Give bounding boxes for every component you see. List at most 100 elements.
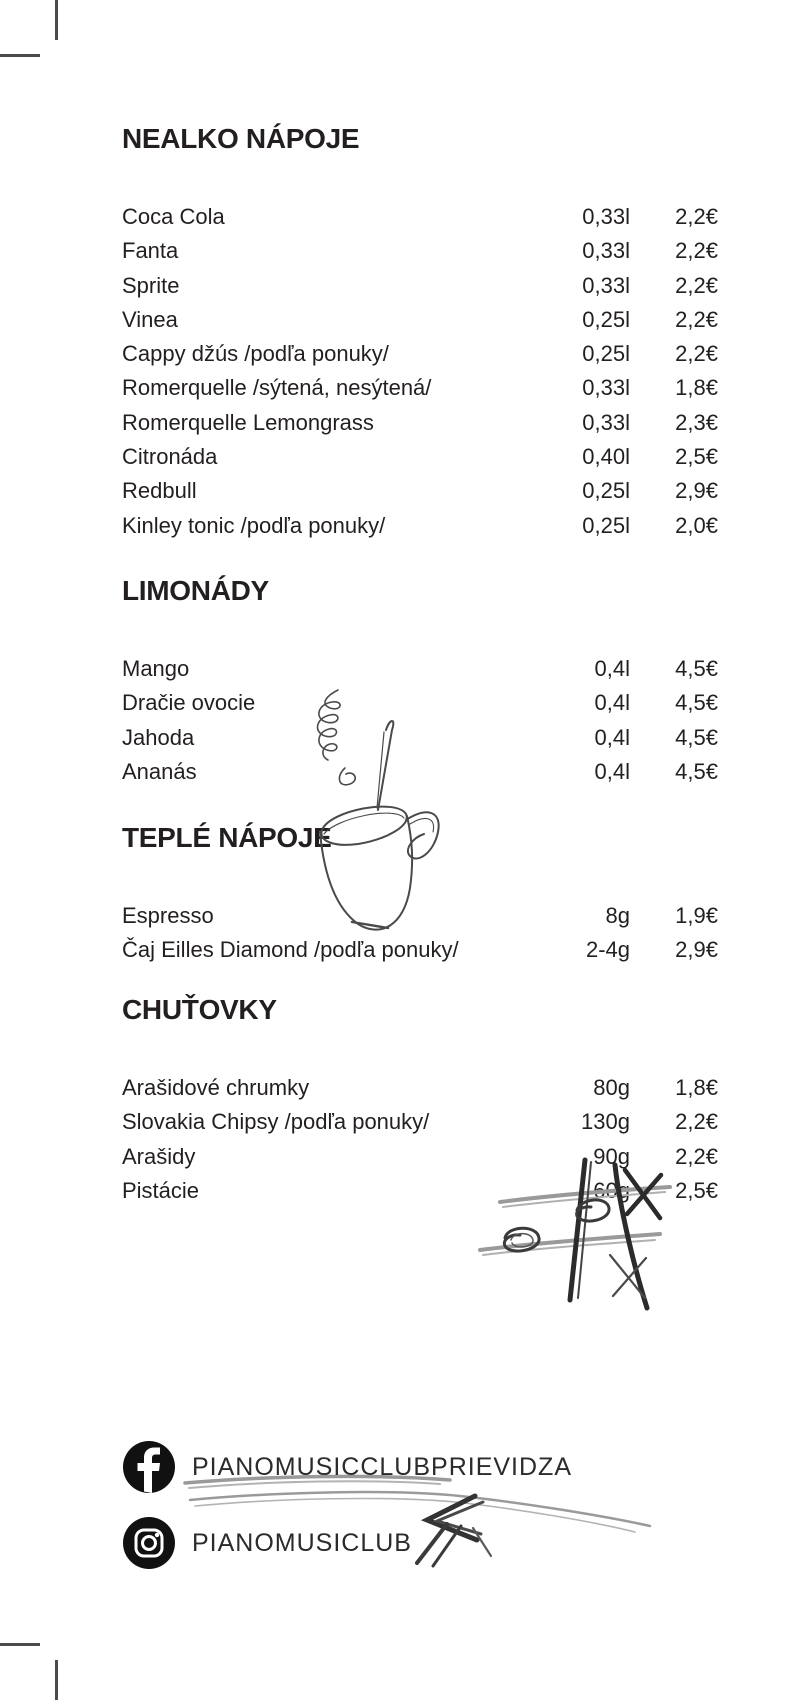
section-chutovky: CHUŤOVKY Arašidové chrumky 80g 1,8€ Slov…	[122, 991, 718, 1208]
menu-item-row: Fanta 0,33l 2,2€	[122, 234, 718, 268]
item-size: 0,4l	[594, 724, 630, 750]
item-price: 1,8€	[675, 375, 718, 401]
section-rows: Arašidové chrumky 80g 1,8€ Slovakia Chip…	[122, 1071, 718, 1208]
section-teple-napoje: TEPLÉ NÁPOJE Espresso 8g 1,9€ Čaj Eilles…	[122, 819, 718, 968]
section-title: LIMONÁDY	[122, 575, 269, 606]
section-title: NEALKO NÁPOJE	[122, 123, 360, 154]
item-size: 0,4l	[594, 690, 630, 716]
menu-item-row: Redbull 0,25l 2,9€	[122, 474, 718, 508]
item-name: Cappy džús /podľa ponuky/	[122, 341, 389, 367]
crop-mark-bottom-left-vertical	[55, 1660, 58, 1700]
facebook-row: PIANOMUSICCLUBPRIEVIDZA	[122, 1440, 572, 1494]
menu-item-row: Citronáda 0,40l 2,5€	[122, 440, 718, 474]
item-name: Citronáda	[122, 444, 218, 470]
item-price: 2,2€	[675, 204, 718, 229]
item-price: 1,8€	[675, 1075, 718, 1100]
item-price: 1,9€	[675, 903, 718, 928]
item-price: 2,2€	[675, 238, 718, 264]
item-size: 0,25l	[582, 512, 630, 538]
section-title: CHUŤOVKY	[122, 994, 277, 1025]
item-size: 0,25l	[582, 478, 630, 504]
item-size: 0,33l	[582, 204, 630, 229]
item-size: 0,33l	[582, 375, 630, 401]
facebook-handle: PIANOMUSICCLUBPRIEVIDZA	[192, 1452, 573, 1481]
item-size: 0,25l	[582, 341, 630, 367]
item-price: 2,2€	[675, 272, 718, 298]
section-rows: Coca Cola 0,33l 2,2€ Fanta 0,33l 2,2€ Sp…	[122, 200, 718, 543]
item-price: 4,5€	[675, 656, 718, 681]
item-name: Coca Cola	[122, 204, 225, 229]
item-name: Pistácie	[122, 1177, 200, 1203]
item-price: 2,2€	[675, 1109, 718, 1135]
item-name: Sprite	[122, 272, 180, 298]
item-name: Redbull	[122, 478, 197, 504]
item-price: 2,5€	[675, 1177, 718, 1203]
item-name: Ananás	[122, 758, 197, 784]
menu-item-row: Cappy džús /podľa ponuky/ 0,25l 2,2€	[122, 337, 718, 371]
item-price: 4,5€	[675, 724, 718, 750]
crop-mark-top-left-horizontal	[0, 54, 40, 57]
item-name: Dračie ovocie	[122, 690, 256, 716]
item-name: Espresso	[122, 903, 214, 928]
facebook-icon	[122, 1440, 176, 1494]
instagram-handle: PIANOMUSICLUB	[192, 1528, 412, 1557]
item-price: 2,0€	[675, 512, 718, 538]
crop-mark-top-left-vertical	[55, 0, 58, 40]
item-name: Jahoda	[122, 724, 195, 750]
section-title: TEPLÉ NÁPOJE	[122, 822, 332, 853]
item-name: Romerquelle Lemongrass	[122, 409, 374, 435]
instagram-icon	[122, 1516, 176, 1570]
item-name: Vinea	[122, 306, 178, 332]
item-name: Čaj Eilles Diamond /podľa ponuky/	[122, 937, 459, 963]
item-size: 60g	[593, 1177, 630, 1203]
item-price: 4,5€	[675, 690, 718, 716]
menu-item-row: Kinley tonic /podľa ponuky/ 0,25l 2,0€	[122, 509, 718, 543]
item-size: 0,25l	[582, 306, 630, 332]
item-price: 2,5€	[675, 444, 718, 470]
item-name: Mango	[122, 656, 190, 681]
item-size: 0,33l	[582, 409, 630, 435]
item-price: 4,5€	[675, 758, 718, 784]
instagram-row: PIANOMUSICLUB	[122, 1516, 412, 1570]
item-price: 2,2€	[675, 1143, 718, 1169]
section-limonady: LIMONÁDY Mango 0,4l 4,5€ Dračie ovocie 0…	[122, 572, 718, 789]
menu-item-row: Sprite 0,33l 2,2€	[122, 269, 718, 303]
section-nealko-napoje: NEALKO NÁPOJE Coca Cola 0,33l 2,2€ Fanta…	[122, 120, 718, 543]
menu-item-row: Romerquelle /sýtená, nesýtená/ 0,33l 1,8…	[122, 371, 718, 405]
menu-item-row: Pistácie 60g 2,5€	[122, 1174, 718, 1208]
item-name: Fanta	[122, 238, 179, 264]
item-size: 0,4l	[594, 656, 630, 681]
item-name: Arašidové chrumky	[122, 1075, 310, 1100]
item-price: 2,9€	[675, 478, 718, 504]
section-rows: Espresso 8g 1,9€ Čaj Eilles Diamond /pod…	[122, 899, 718, 968]
item-price: 2,3€	[675, 409, 718, 435]
item-size: 90g	[593, 1143, 630, 1169]
menu-item-row: Vinea 0,25l 2,2€	[122, 303, 718, 337]
menu-item-row: Romerquelle Lemongrass 0,33l 2,3€	[122, 406, 718, 440]
item-size: 0,40l	[582, 444, 630, 470]
menu-item-row: Ananás 0,4l 4,5€	[122, 755, 718, 789]
item-size: 0,33l	[582, 272, 630, 298]
item-size: 0,33l	[582, 238, 630, 264]
item-size: 0,4l	[594, 758, 630, 784]
menu-item-row: Espresso 8g 1,9€	[122, 899, 718, 933]
item-size: 2-4g	[585, 937, 630, 963]
menu-item-row: Dračie ovocie 0,4l 4,5€	[122, 686, 718, 720]
menu-item-row: Coca Cola 0,33l 2,2€	[122, 200, 718, 234]
item-size: 8g	[605, 903, 630, 928]
item-name: Kinley tonic /podľa ponuky/	[122, 512, 386, 538]
item-name: Arašidy	[122, 1143, 196, 1169]
section-rows: Mango 0,4l 4,5€ Dračie ovocie 0,4l 4,5€ …	[122, 652, 718, 789]
item-price: 2,9€	[675, 937, 718, 963]
crop-mark-bottom-left-horizontal	[0, 1643, 40, 1646]
item-name: Romerquelle /sýtená, nesýtená/	[122, 375, 432, 401]
item-price: 2,2€	[675, 341, 718, 367]
item-size: 80g	[593, 1075, 630, 1100]
menu-item-row: Mango 0,4l 4,5€	[122, 652, 718, 686]
menu-item-row: Arašidové chrumky 80g 1,8€	[122, 1071, 718, 1105]
item-size: 130g	[581, 1109, 630, 1135]
menu-item-row: Arašidy 90g 2,2€	[122, 1140, 718, 1174]
item-name: Slovakia Chipsy /podľa ponuky/	[122, 1109, 430, 1135]
menu-item-row: Slovakia Chipsy /podľa ponuky/ 130g 2,2€	[122, 1105, 718, 1139]
